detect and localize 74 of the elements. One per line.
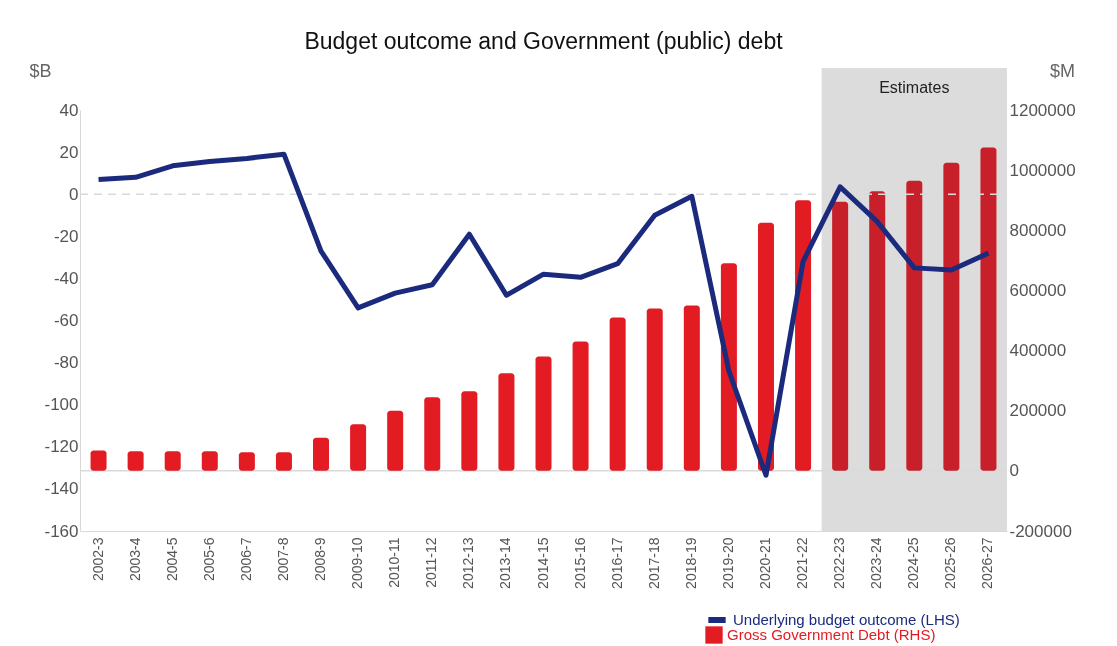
bar: [535, 356, 552, 471]
bar: [572, 341, 589, 471]
x-tick-label: 2017-18: [645, 537, 662, 589]
x-tick-label: 2023-24: [868, 537, 885, 589]
bar: [720, 263, 737, 471]
bar: [313, 437, 330, 471]
y-tick-label: 0: [69, 184, 79, 204]
y2-tick-label: 400000: [1009, 341, 1067, 361]
y-tick-label: 40: [59, 100, 79, 120]
y-tick-label: 20: [59, 142, 79, 162]
y2-tick-label: 600000: [1009, 280, 1067, 300]
bar: [127, 451, 144, 471]
bar: [498, 373, 515, 471]
x-tick-label: 2016-17: [608, 537, 625, 589]
x-tick-label: 2009-10: [349, 537, 366, 589]
x-tick-label: 2008-9: [312, 537, 329, 582]
y-tick-label: -60: [53, 311, 79, 330]
bar: [646, 308, 663, 471]
legend-label: Underlying budget outcome (LHS): [733, 611, 960, 628]
x-tick-label: 2013-14: [497, 537, 514, 589]
bar: [869, 191, 886, 471]
bar: [943, 162, 960, 471]
y-tick-label: -120: [44, 437, 79, 457]
x-tick-label: 2011-12: [423, 537, 440, 588]
y2-tick-label: 1200000: [1009, 100, 1076, 120]
bar: [90, 450, 107, 471]
bar: [683, 305, 700, 471]
x-tick-label: 2010-11: [386, 537, 403, 588]
bar: [461, 391, 478, 471]
x-tick-label: 2021-22: [794, 537, 811, 589]
bar: [350, 424, 367, 471]
x-tick-label: 2024-25: [905, 537, 922, 589]
bar: [201, 451, 218, 471]
y2-tick-label: 1000000: [1009, 160, 1076, 180]
bar: [757, 222, 774, 471]
bar: [980, 147, 997, 471]
y2-tick-label: -200000: [1009, 521, 1072, 541]
x-tick-label: 2022-23: [831, 537, 848, 589]
bar: [238, 452, 255, 471]
x-tick-label: 2019-20: [719, 537, 736, 589]
bar: [424, 397, 441, 471]
y2-tick-label: 0: [1009, 461, 1019, 481]
x-tick-label: 2020-21: [756, 537, 773, 589]
bar: [164, 451, 181, 471]
bar: [387, 410, 404, 471]
bar: [795, 200, 812, 471]
y-tick-label: -100: [44, 395, 79, 415]
y-tick-label: -40: [53, 268, 79, 288]
x-tick-label: 2018-19: [682, 537, 699, 589]
x-tick-label: 2004-5: [163, 537, 180, 582]
x-tick-label: 2002-3: [89, 537, 106, 582]
x-tick-label: 2007-8: [274, 537, 291, 582]
y-tick-label: -20: [53, 226, 79, 246]
x-tick-label: 2003-4: [126, 537, 143, 582]
x-tick-label: 2015-16: [571, 537, 588, 589]
x-tick-label: 2014-15: [534, 537, 551, 589]
y-tick-label: -140: [44, 479, 79, 499]
y-tick-label: -80: [53, 353, 79, 373]
y2-axis-title: $M: [1049, 60, 1076, 81]
y2-tick-label: 200000: [1009, 401, 1067, 421]
y-tick-label: -160: [44, 521, 79, 541]
x-tick-label: 2006-7: [237, 537, 254, 582]
x-tick-label: 2026-27: [979, 537, 996, 589]
y-axis-title: $B: [29, 60, 52, 81]
y2-tick-label: 800000: [1009, 220, 1067, 240]
bar: [275, 452, 292, 471]
bar: [906, 180, 923, 471]
band-label: Estimates: [879, 79, 950, 96]
x-tick-label: 2005-6: [200, 537, 217, 582]
chart-title: Budget outcome and Government (public) debt: [304, 28, 784, 54]
x-tick-label: 2025-26: [942, 537, 959, 589]
bar: [832, 201, 849, 471]
bar: [609, 317, 626, 471]
x-tick-label: 2012-13: [460, 537, 477, 589]
